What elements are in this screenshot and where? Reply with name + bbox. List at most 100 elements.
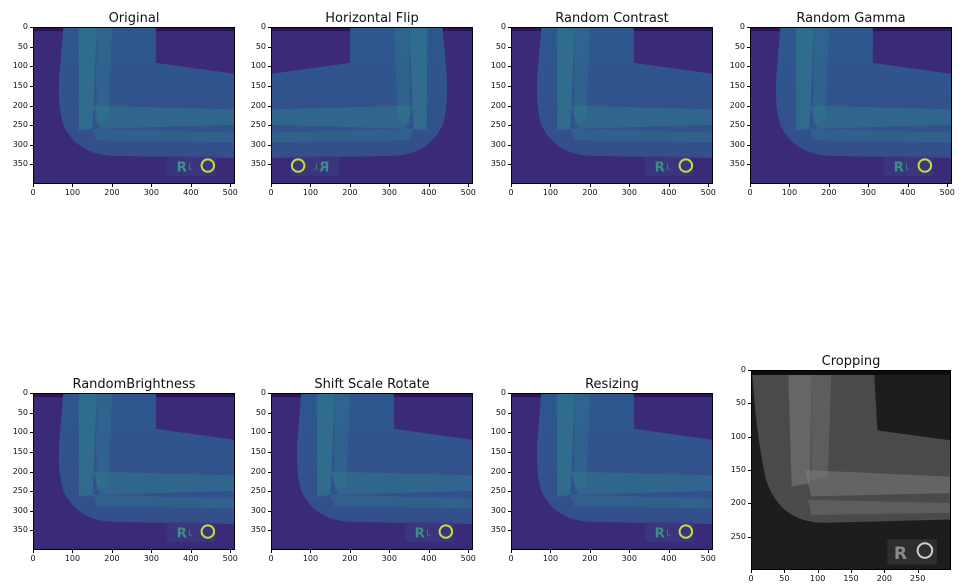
y-tick-mark xyxy=(268,393,271,394)
y-tick-label: 50 xyxy=(255,407,266,417)
y-tick-mark xyxy=(30,451,33,453)
panel-title: Resizing xyxy=(585,377,639,392)
x-tick-label: 100 xyxy=(64,554,81,563)
y-tick-label: 200 xyxy=(12,466,28,476)
y-tick-label: 350 xyxy=(250,159,266,169)
image-axes: R L xyxy=(511,393,713,550)
y-tick-label: 300 xyxy=(729,139,745,149)
x-tick-label: 100 xyxy=(781,188,798,197)
x-tick-mark xyxy=(789,184,791,187)
x-tick-mark xyxy=(907,184,909,187)
y-tick-mark xyxy=(30,27,33,28)
y-tick-mark xyxy=(30,393,33,394)
y-tick-mark xyxy=(508,451,511,453)
y-tick-mark xyxy=(268,46,271,48)
y-tick-mark xyxy=(508,491,511,493)
y-tick-mark xyxy=(30,510,33,512)
y-tick-mark xyxy=(748,536,751,538)
x-tick-mark xyxy=(917,570,919,573)
x-tick-label: 300 xyxy=(381,554,397,563)
y-tick-mark xyxy=(747,46,750,48)
y-tick-label: 150 xyxy=(12,80,28,90)
x-tick-mark xyxy=(511,550,512,553)
y-tick-label: 50 xyxy=(17,407,28,417)
y-tick-mark xyxy=(30,125,33,127)
y-tick-mark xyxy=(747,125,750,127)
svg-text:R: R xyxy=(319,160,329,175)
y-tick-label: 100 xyxy=(12,427,28,437)
x-tick-mark xyxy=(947,184,949,187)
x-tick-mark xyxy=(230,184,232,187)
x-tick-label: 50 xyxy=(779,574,790,583)
svg-text:L: L xyxy=(666,528,671,537)
xray-image: R L xyxy=(512,394,712,549)
y-tick-mark xyxy=(30,471,33,473)
x-tick-label: 400 xyxy=(661,188,677,197)
x-tick-label: 250 xyxy=(910,574,926,583)
x-tick-mark xyxy=(271,184,272,187)
x-tick-label: 100 xyxy=(542,188,559,197)
x-tick-label: 200 xyxy=(876,574,892,583)
x-tick-mark xyxy=(468,184,470,187)
y-tick-mark xyxy=(508,27,511,28)
y-tick-mark xyxy=(268,164,271,166)
y-tick-label: 300 xyxy=(490,505,506,515)
image-axes: R L xyxy=(511,27,713,184)
y-tick-mark xyxy=(268,432,271,434)
y-tick-mark xyxy=(30,432,33,434)
x-tick-mark xyxy=(851,570,852,573)
y-tick-mark xyxy=(30,530,33,532)
y-tick-mark xyxy=(508,510,511,512)
y-tick-label: 0 xyxy=(22,22,28,31)
y-tick-mark xyxy=(268,510,271,512)
x-tick-mark xyxy=(828,184,830,187)
image-axes: R L xyxy=(33,27,235,184)
x-tick-mark xyxy=(708,184,710,187)
x-tick-label: 200 xyxy=(582,554,598,563)
x-tick-mark xyxy=(428,184,430,187)
x-tick-label: 500 xyxy=(460,188,476,197)
y-tick-label: 0 xyxy=(260,22,266,31)
x-tick-label: 200 xyxy=(104,554,120,563)
y-tick-mark xyxy=(268,125,271,127)
y-tick-label: 50 xyxy=(734,41,745,51)
y-tick-mark xyxy=(508,46,511,48)
xray-image: R xyxy=(752,371,950,569)
y-tick-mark xyxy=(508,164,511,166)
x-tick-label: 300 xyxy=(143,188,159,197)
svg-text:R: R xyxy=(894,544,907,564)
xray-image: R L xyxy=(272,28,472,183)
x-tick-mark xyxy=(111,550,113,553)
y-tick-mark xyxy=(268,491,271,493)
y-tick-label: 300 xyxy=(250,505,266,515)
x-tick-label: 400 xyxy=(183,554,199,563)
x-tick-mark xyxy=(784,570,786,573)
x-tick-label: 500 xyxy=(939,188,955,197)
y-tick-mark xyxy=(747,164,750,166)
x-tick-mark xyxy=(151,184,153,187)
y-tick-label: 300 xyxy=(250,139,266,149)
y-tick-label: 0 xyxy=(500,22,506,31)
y-tick-label: 150 xyxy=(729,80,745,90)
svg-text:R: R xyxy=(177,160,187,175)
y-tick-label: 350 xyxy=(250,525,266,535)
y-tick-mark xyxy=(268,144,271,146)
y-tick-label: 250 xyxy=(250,120,266,130)
x-tick-mark xyxy=(310,550,312,553)
x-tick-label: 200 xyxy=(821,188,837,197)
y-tick-label: 100 xyxy=(490,427,506,437)
y-tick-mark xyxy=(747,144,750,146)
y-tick-label: 350 xyxy=(12,159,28,169)
y-tick-mark xyxy=(747,27,750,28)
y-tick-label: 100 xyxy=(729,61,745,71)
y-tick-label: 350 xyxy=(490,159,506,169)
svg-text:R: R xyxy=(655,160,665,175)
y-tick-label: 200 xyxy=(490,100,506,110)
x-tick-label: 200 xyxy=(342,188,358,197)
y-tick-label: 250 xyxy=(250,486,266,496)
y-tick-label: 100 xyxy=(490,61,506,71)
x-tick-mark xyxy=(111,184,113,187)
x-tick-mark xyxy=(468,550,470,553)
x-tick-mark xyxy=(817,570,819,573)
x-tick-label: 500 xyxy=(700,554,716,563)
